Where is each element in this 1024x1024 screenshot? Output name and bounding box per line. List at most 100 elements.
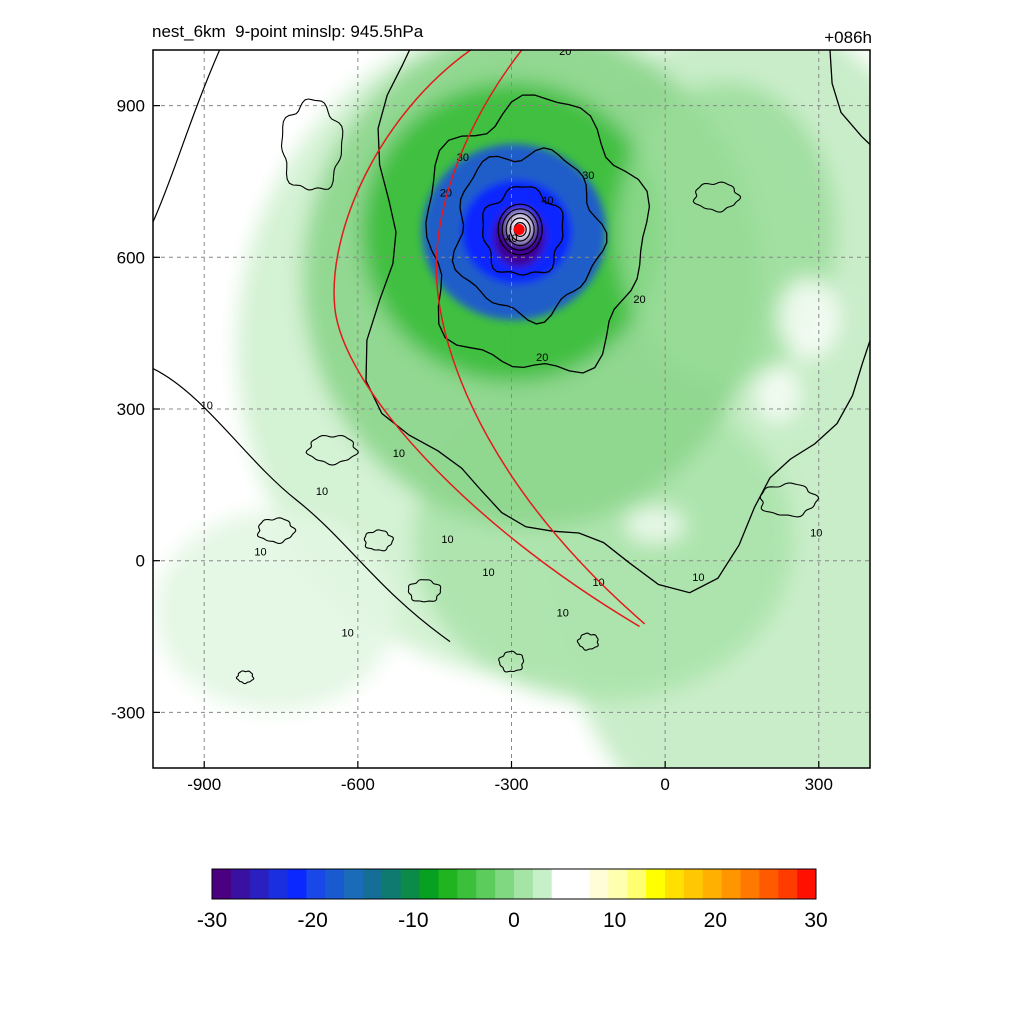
colorbar-swatch (759, 869, 779, 899)
contour-small (407, 579, 442, 603)
wind-field-layer (155, 50, 870, 768)
contour-label: 10 (441, 534, 453, 546)
contour-label: 10 (316, 486, 328, 498)
colorbar: -30 -20 -10 0 10 20 30 (197, 868, 828, 932)
contour-small (692, 181, 742, 213)
colorbar-swatch (457, 869, 477, 899)
contour-label: 20 (633, 294, 645, 306)
colorbar-swatch (419, 869, 439, 899)
colorbar-swatch (363, 869, 383, 899)
colorbar-tick-label: -20 (297, 909, 327, 932)
colorbar-swatch (381, 869, 402, 899)
colorbar-swatch (665, 869, 685, 899)
colorbar-swatch (249, 869, 270, 899)
contour-small (498, 650, 525, 673)
contour-label: 30 (582, 170, 594, 182)
colorbar-swatch (589, 869, 609, 899)
contour-west (153, 368, 451, 643)
contour-label: 40 (541, 195, 553, 207)
contour-label: 10 (393, 448, 405, 460)
contour-small (235, 670, 255, 685)
contour-label: 10 (557, 607, 569, 619)
contour-20 (425, 94, 651, 374)
colorbar-swatch (287, 869, 307, 899)
colorbar-swatch (646, 869, 666, 899)
colorbar-tick-label: 20 (704, 909, 727, 932)
colorbar-swatch (721, 869, 741, 899)
patch-2 (755, 365, 800, 422)
contour-label: 10 (810, 527, 822, 539)
contour-label: 20 (559, 46, 571, 58)
chart-title: nest_6km 9-point minslp: 945.5hPa (152, 22, 424, 41)
field-broad (155, 50, 870, 768)
colorbar-swatch (438, 869, 458, 899)
colorbar-swatch (740, 869, 760, 899)
x-tick-label: -900 (187, 775, 221, 794)
patch-1 (778, 277, 839, 358)
colorbar-swatch (306, 869, 326, 899)
colorbar-swatch (495, 869, 515, 899)
colorbar-swatch (476, 869, 496, 899)
colorbar-swatch (268, 869, 288, 899)
colorbar-swatch (608, 869, 628, 899)
contour-eyewall (501, 208, 539, 251)
y-tick-label: 0 (136, 552, 145, 571)
track-lines (333, 50, 646, 628)
patch-3 (624, 507, 685, 544)
field-sw (155, 511, 396, 712)
contour-30 (451, 147, 608, 325)
contour-label: 10 (692, 572, 704, 584)
x-tick-label: -600 (341, 775, 375, 794)
contour-label: 20 (440, 188, 452, 200)
y-tick-label: 900 (117, 97, 145, 116)
colorbar-tick-label: 0 (508, 909, 520, 932)
colorbar-swatch (778, 869, 798, 899)
contour-small (759, 482, 820, 518)
y-tick-label: 300 (117, 400, 145, 419)
contour-eyewall (497, 203, 543, 256)
colorbar-tick-label: -10 (398, 909, 428, 932)
contour-label: 40 (505, 233, 517, 245)
contour-label: 10 (482, 567, 494, 579)
colorbar-swatch (551, 869, 572, 899)
contour-label: 10 (201, 400, 213, 412)
contour-label: 10 (254, 547, 266, 559)
colorbar-tick-label: 30 (804, 909, 827, 932)
colorbar-frame (211, 868, 817, 900)
y-tick-label: 600 (117, 248, 145, 267)
colorbar-swatch (230, 869, 251, 899)
contour-small (280, 98, 344, 191)
colorbar-swatch (514, 869, 534, 899)
x-tick-label: 300 (805, 775, 833, 794)
storm-center-marker (513, 224, 525, 235)
axis-ticks: -900 -600 -300 0 300 -300 0 300 600 900 (111, 97, 833, 794)
colorbar-swatch (344, 869, 364, 899)
colorbar-swatch (400, 869, 421, 899)
contour-small (363, 529, 394, 552)
contour-10 (365, 50, 870, 594)
contour-small (305, 434, 359, 466)
colorbar-swatch (212, 869, 232, 899)
colorbar-swatch (797, 869, 817, 899)
colorbar-swatch (325, 869, 345, 899)
contour-label: 10 (592, 577, 604, 589)
colorbar-swatch (702, 869, 723, 899)
y-tick-label: -300 (111, 703, 145, 722)
colorbar-swatch (627, 869, 647, 899)
contour-nw (153, 50, 221, 223)
contour-small (256, 517, 297, 545)
colorbar-tick-label: 10 (603, 909, 626, 932)
contour-label: 20 (536, 352, 548, 364)
track-line-inner (435, 50, 646, 625)
colorbar-swatch (570, 869, 590, 899)
x-tick-label: 0 (660, 775, 669, 794)
contour-label: 10 (341, 628, 353, 640)
contour-40 (482, 186, 564, 276)
colorbar-tick-label: -30 (197, 909, 227, 932)
contour-eyewall (509, 217, 531, 242)
colorbar-swatch (683, 869, 704, 899)
forecast-time-label: +086h (824, 28, 872, 47)
track-line-outer (333, 50, 640, 628)
